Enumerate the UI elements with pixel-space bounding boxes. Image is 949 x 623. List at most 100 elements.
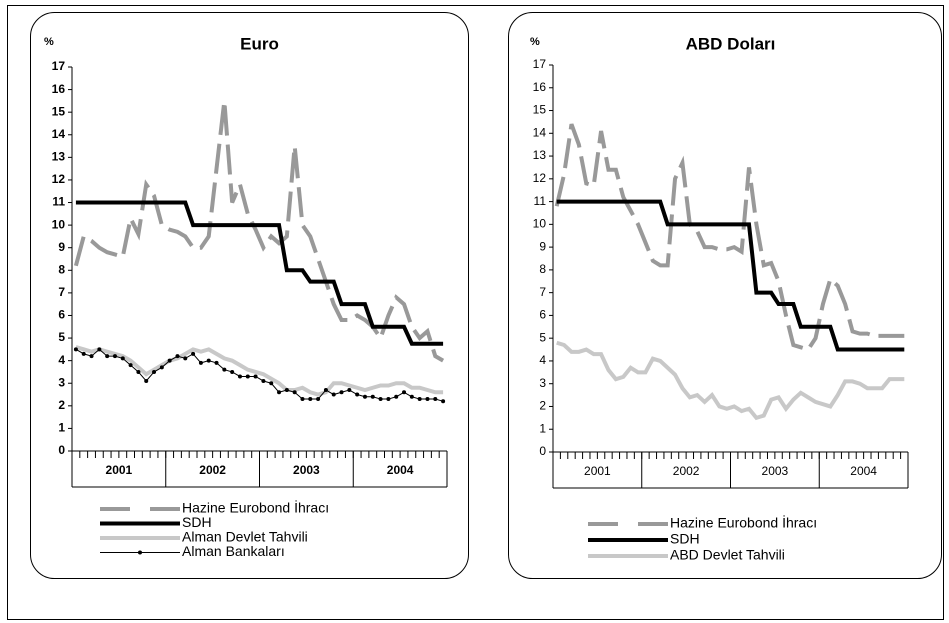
series-point <box>144 378 149 383</box>
legend-label: Hazine Eurobond İhracı <box>670 514 817 531</box>
chart-title: Euro <box>240 34 279 53</box>
series-line <box>556 340 905 421</box>
series-point <box>198 360 203 365</box>
series-point <box>339 390 344 395</box>
series-point <box>300 397 305 402</box>
series-line <box>75 345 444 397</box>
series-point <box>97 347 102 352</box>
y-tick-label: 4 <box>58 353 65 367</box>
y-unit: % <box>530 36 540 48</box>
chart-title: ABD Doları <box>686 34 776 53</box>
y-tick-label: 1 <box>58 421 65 435</box>
series-point <box>214 360 219 365</box>
panel <box>30 12 469 579</box>
series-point <box>222 367 227 372</box>
y-tick-label: 2 <box>539 399 546 413</box>
y-tick-label: 8 <box>58 262 65 276</box>
series-point <box>136 369 141 374</box>
y-tick-label: 11 <box>534 194 547 208</box>
y-tick-label: 4 <box>539 353 546 367</box>
series-point <box>292 390 297 395</box>
series-point <box>152 369 157 374</box>
y-tick-label: 10 <box>52 217 66 231</box>
y-tick-label: 12 <box>533 171 547 185</box>
y-tick-label: 14 <box>52 127 66 141</box>
y-tick-label: 5 <box>539 330 546 344</box>
series-point <box>417 397 422 402</box>
group-label: 2004 <box>387 463 414 477</box>
group-label: 2004 <box>850 464 877 478</box>
series-point <box>128 363 133 368</box>
series-point <box>284 388 289 393</box>
series-point <box>433 397 438 402</box>
series-point <box>245 374 250 379</box>
y-tick-label: 16 <box>52 82 66 96</box>
series-point <box>347 388 352 393</box>
y-tick-label: 13 <box>52 150 66 164</box>
series-line <box>554 123 905 352</box>
y-tick-label: 15 <box>533 103 547 117</box>
y-tick-label: 16 <box>533 80 547 94</box>
y-tick-label: 15 <box>52 104 66 118</box>
legend-label: SDH <box>670 531 700 547</box>
y-tick-label: 3 <box>539 376 546 390</box>
legend-label: Alman Bankaları <box>182 543 285 559</box>
y-tick-label: 10 <box>533 217 547 231</box>
series-point <box>81 351 86 356</box>
series-point <box>394 394 399 399</box>
series-point <box>191 351 196 356</box>
series-point <box>73 347 78 352</box>
series-point <box>386 397 391 402</box>
y-tick-label: 12 <box>52 172 66 186</box>
y-tick-label: 2 <box>58 398 65 412</box>
series-point <box>120 356 125 361</box>
legend-label: SDH <box>182 514 212 530</box>
series-point <box>183 356 188 361</box>
series-line <box>73 100 445 363</box>
group-label: 2002 <box>673 464 700 478</box>
y-tick-label: 6 <box>58 308 65 322</box>
legend-label: Alman Devlet Tahvili <box>182 529 308 545</box>
group-label: 2002 <box>199 463 226 477</box>
y-tick-label: 7 <box>58 285 65 299</box>
series-point <box>253 374 258 379</box>
y-tick-label: 5 <box>58 330 65 344</box>
y-tick-label: 7 <box>539 285 546 299</box>
y-tick-label: 14 <box>533 125 547 139</box>
series-point <box>378 397 383 402</box>
series-point <box>269 381 274 386</box>
group-label: 2003 <box>293 463 320 477</box>
series-point <box>159 365 164 370</box>
y-tick-label: 11 <box>52 195 65 209</box>
series-point <box>167 358 172 363</box>
y-tick-label: 6 <box>539 308 546 322</box>
y-unit: % <box>44 36 54 48</box>
series-point <box>308 397 313 402</box>
series-line <box>556 199 905 352</box>
series-point <box>112 354 117 359</box>
legend-label: ABD Devlet Tahvili <box>670 547 785 563</box>
group-label: 2001 <box>584 464 611 478</box>
legend-marker <box>138 550 142 555</box>
y-tick-label: 3 <box>58 375 65 389</box>
y-tick-label: 0 <box>539 444 546 458</box>
y-tick-label: 0 <box>58 443 65 457</box>
y-tick-label: 17 <box>52 59 66 73</box>
series-point <box>277 390 282 395</box>
series-point <box>441 399 446 404</box>
panel <box>508 12 942 579</box>
group-label: 2003 <box>762 464 789 478</box>
series-point <box>230 369 235 374</box>
y-tick-label: 9 <box>58 240 65 254</box>
y-tick-label: 8 <box>539 262 546 276</box>
y-tick-label: 13 <box>533 148 547 162</box>
group-label: 2001 <box>106 463 133 477</box>
series-point <box>89 354 94 359</box>
series-point <box>355 392 360 397</box>
series-point <box>402 390 407 395</box>
series-point <box>323 388 328 393</box>
series-point <box>206 358 211 363</box>
series-point <box>425 397 430 402</box>
series-point <box>261 378 266 383</box>
legend-label: Hazine Eurobond İhracı <box>182 499 329 516</box>
